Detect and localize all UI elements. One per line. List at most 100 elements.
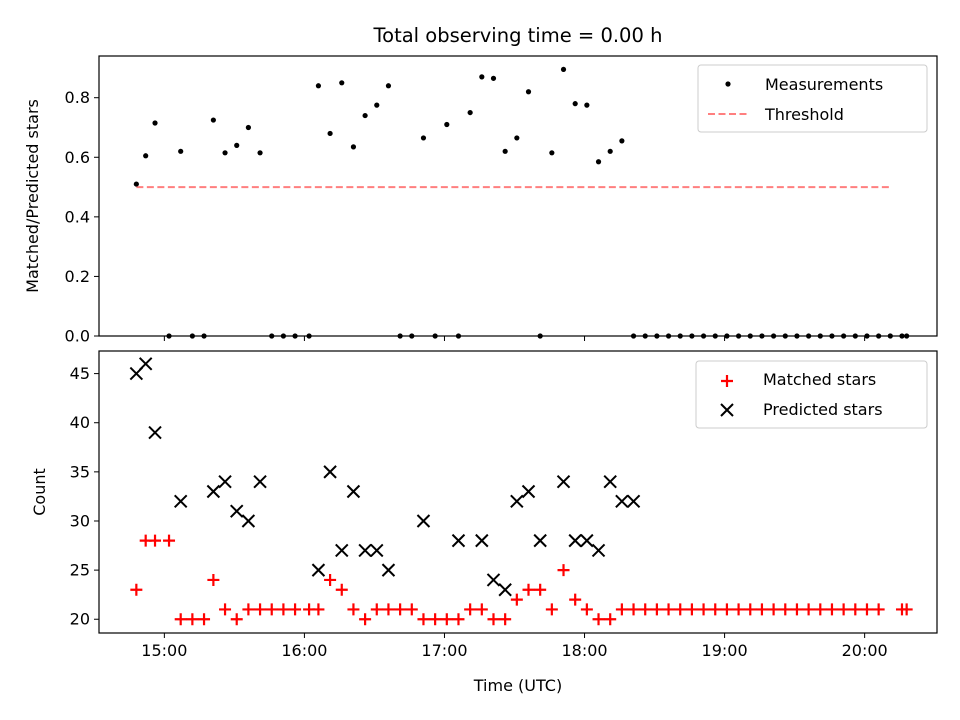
matched-point bbox=[149, 534, 162, 547]
panel-count-y-label: Count bbox=[30, 468, 49, 516]
panel-count-x-ticks: 15:00 16:00 17:00 18:00 19:00 20:00 bbox=[141, 633, 888, 660]
measurement-point bbox=[327, 130, 333, 137]
panel-ratio-frame bbox=[98, 55, 938, 337]
measurement-point bbox=[479, 74, 485, 80]
measurement-point bbox=[292, 333, 298, 339]
measurement-point bbox=[876, 333, 882, 339]
measurement-point bbox=[339, 80, 345, 86]
legend-measurements-marker bbox=[725, 81, 731, 87]
matched-point bbox=[697, 603, 710, 616]
matched-point bbox=[487, 613, 500, 626]
measurement-point bbox=[782, 333, 788, 339]
measurement-point bbox=[397, 333, 403, 339]
panel-count-x-tick-label: 15:00 bbox=[141, 641, 187, 660]
matched-point bbox=[219, 603, 232, 616]
measurement-point bbox=[350, 144, 357, 150]
matched-point bbox=[394, 603, 407, 616]
panel-count-x-tick-label: 16:00 bbox=[281, 641, 327, 660]
panel-ratio-y-tick-label: 0.4 bbox=[65, 207, 90, 226]
predicted-point bbox=[335, 543, 349, 558]
matched-point bbox=[265, 603, 278, 616]
predicted-point bbox=[323, 465, 337, 479]
matched-point bbox=[289, 603, 302, 616]
panel-count-legend: Matched stars Predicted stars bbox=[695, 360, 928, 429]
measurement-point bbox=[735, 333, 742, 339]
measurement-point bbox=[444, 121, 450, 128]
measurement-point bbox=[514, 135, 520, 141]
matched-point bbox=[534, 583, 547, 596]
matched-point bbox=[849, 603, 862, 616]
measurement-point bbox=[654, 333, 660, 339]
panel-count-x-tick-label: 18:00 bbox=[561, 641, 607, 660]
matched-point bbox=[429, 613, 442, 626]
panel-count-legend-frame bbox=[695, 360, 928, 429]
matched-point bbox=[207, 573, 220, 586]
measurement-point bbox=[700, 333, 707, 339]
predicted-point bbox=[148, 425, 162, 440]
predicted-point bbox=[603, 474, 617, 489]
matched-point bbox=[790, 603, 803, 616]
measurement-point bbox=[409, 333, 415, 339]
matched-point bbox=[674, 603, 687, 616]
measurement-point bbox=[143, 153, 149, 159]
matched-point bbox=[510, 593, 523, 606]
predicted-point bbox=[206, 484, 221, 499]
measurement-point bbox=[189, 333, 195, 339]
measurement-point bbox=[584, 102, 590, 108]
matched-point bbox=[347, 603, 360, 616]
measurement-point bbox=[689, 333, 695, 339]
matched-point bbox=[802, 603, 815, 616]
measurement-point bbox=[630, 333, 637, 339]
measurement-point bbox=[724, 333, 730, 339]
measurement-point bbox=[455, 333, 462, 339]
predicted-point bbox=[580, 533, 594, 548]
measurement-point bbox=[806, 333, 812, 339]
matched-point bbox=[163, 534, 176, 547]
matched-point bbox=[755, 603, 768, 616]
legend-matched-marker bbox=[721, 375, 733, 387]
panel-ratio-y-tick-label: 0.2 bbox=[65, 267, 90, 286]
measurement-point bbox=[432, 333, 438, 339]
matched-point bbox=[130, 583, 143, 596]
panel-count-y-tick-label: 30 bbox=[70, 511, 90, 530]
predicted-point bbox=[521, 484, 536, 499]
measurement-point bbox=[771, 333, 777, 339]
legend-threshold-label: Threshold bbox=[764, 105, 844, 124]
matched-point bbox=[254, 603, 267, 616]
matched-point bbox=[837, 603, 850, 616]
predicted-point bbox=[568, 533, 582, 548]
measurement-point bbox=[502, 148, 508, 154]
predicted-point bbox=[241, 514, 256, 528]
legend-predicted-label: Predicted stars bbox=[763, 400, 883, 419]
measurement-point bbox=[257, 150, 263, 156]
panel-ratio-y-label: Matched/Predicted stars bbox=[23, 99, 42, 293]
matched-point bbox=[452, 613, 465, 626]
panel-count-x-label: Time (UTC) bbox=[473, 676, 562, 695]
matched-point bbox=[522, 583, 535, 596]
measurement-point bbox=[794, 333, 800, 339]
predicted-point bbox=[311, 563, 326, 577]
panel-count-x-tick-label: 17:00 bbox=[421, 641, 467, 660]
matched-point bbox=[592, 613, 605, 626]
matched-point bbox=[464, 603, 477, 616]
matched-point bbox=[732, 603, 745, 616]
matched-point bbox=[779, 603, 792, 616]
predicted-point bbox=[626, 494, 641, 509]
measurement-point bbox=[420, 135, 427, 141]
measurement-point bbox=[385, 83, 392, 89]
predicted-point bbox=[498, 583, 512, 597]
matched-point bbox=[499, 613, 512, 626]
measurement-point bbox=[747, 333, 753, 339]
panel-ratio-y-tick-label: 0.0 bbox=[65, 327, 90, 346]
matched-point bbox=[382, 603, 395, 616]
measurement-point bbox=[280, 333, 287, 339]
measurement-point bbox=[759, 333, 765, 339]
panel-count-y-tick-label: 35 bbox=[70, 462, 90, 481]
measurement-point bbox=[222, 150, 228, 156]
matched-point bbox=[900, 603, 913, 616]
measurement-point bbox=[677, 333, 683, 339]
panel-count-y-ticks: 20 25 30 35 40 45 bbox=[70, 364, 99, 629]
matched-point bbox=[604, 613, 617, 626]
measurement-point bbox=[152, 120, 158, 126]
